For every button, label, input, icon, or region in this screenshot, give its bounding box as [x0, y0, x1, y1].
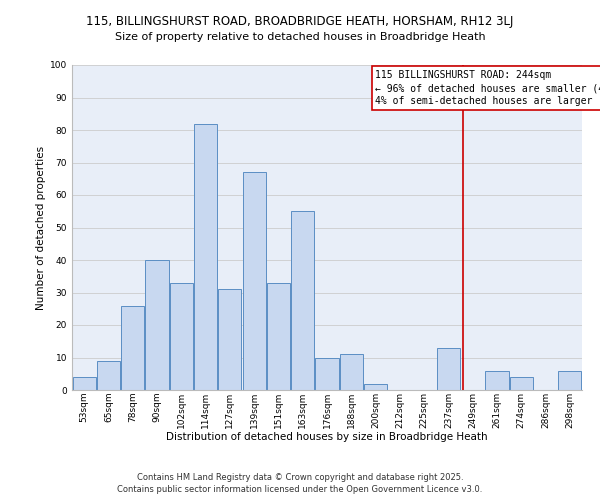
Text: 115, BILLINGSHURST ROAD, BROADBRIDGE HEATH, HORSHAM, RH12 3LJ: 115, BILLINGSHURST ROAD, BROADBRIDGE HEA…	[86, 15, 514, 28]
Bar	[291, 211, 314, 390]
Y-axis label: Number of detached properties: Number of detached properties	[36, 146, 46, 310]
Bar	[485, 370, 509, 390]
Bar	[145, 260, 169, 390]
Text: Contains HM Land Registry data © Crown copyright and database right 2025.: Contains HM Land Registry data © Crown c…	[137, 472, 463, 482]
Bar	[170, 283, 193, 390]
Bar	[218, 289, 241, 390]
Bar	[364, 384, 387, 390]
Bar	[510, 377, 533, 390]
X-axis label: Distribution of detached houses by size in Broadbridge Heath: Distribution of detached houses by size …	[166, 432, 488, 442]
Bar	[340, 354, 363, 390]
Bar	[97, 361, 120, 390]
Bar	[437, 348, 460, 390]
Bar	[121, 306, 144, 390]
Text: Size of property relative to detached houses in Broadbridge Heath: Size of property relative to detached ho…	[115, 32, 485, 42]
Bar	[242, 172, 266, 390]
Bar	[316, 358, 338, 390]
Text: 115 BILLINGSHURST ROAD: 244sqm
← 96% of detached houses are smaller (409)
4% of : 115 BILLINGSHURST ROAD: 244sqm ← 96% of …	[376, 70, 600, 106]
Bar	[559, 370, 581, 390]
Text: Contains public sector information licensed under the Open Government Licence v3: Contains public sector information licen…	[118, 485, 482, 494]
Bar	[194, 124, 217, 390]
Bar	[267, 283, 290, 390]
Bar	[73, 377, 95, 390]
